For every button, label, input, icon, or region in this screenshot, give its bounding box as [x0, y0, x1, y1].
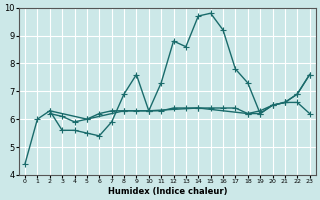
X-axis label: Humidex (Indice chaleur): Humidex (Indice chaleur) — [108, 187, 227, 196]
